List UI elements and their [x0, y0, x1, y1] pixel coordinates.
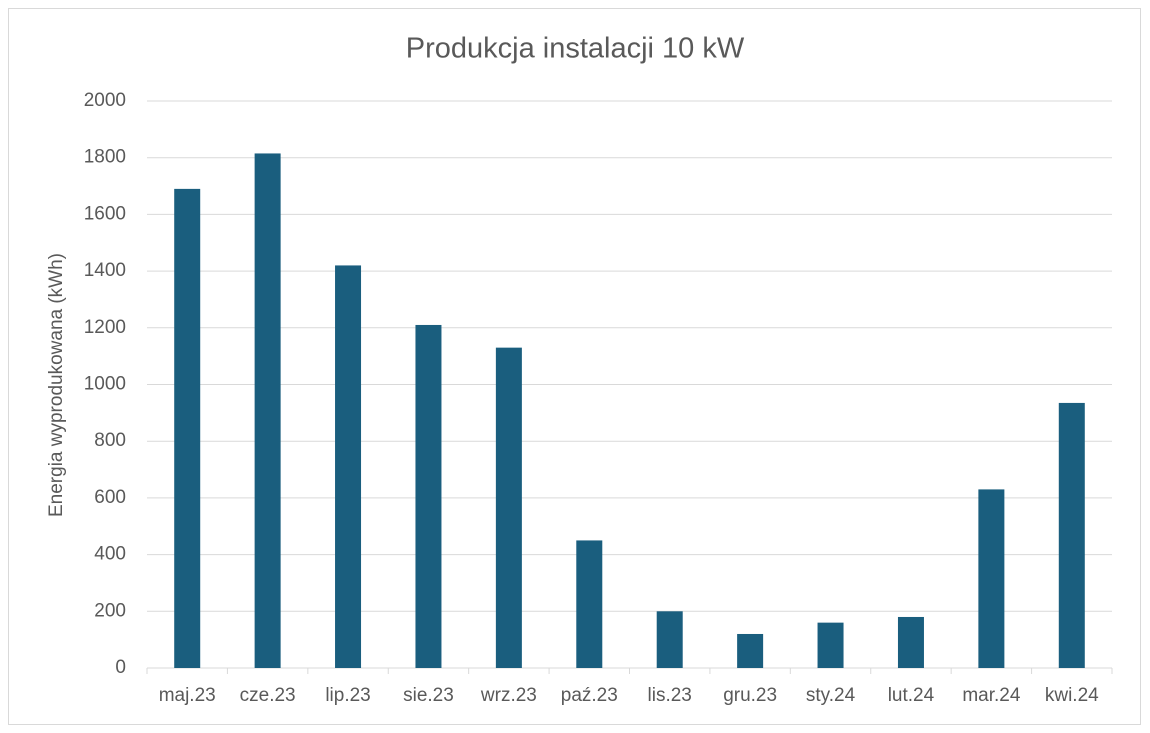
bar: [656, 611, 683, 668]
y-tick-label: 1800: [84, 147, 126, 168]
y-tick-label: 0: [115, 657, 126, 678]
bar: [495, 347, 522, 668]
x-tick-label: mar.24: [962, 685, 1021, 706]
bar: [174, 188, 201, 668]
x-tick-label: cze.23: [240, 685, 296, 706]
x-tick-label: paź.23: [561, 685, 618, 706]
x-tick-label: lip.23: [325, 685, 370, 706]
bar: [335, 265, 362, 668]
bar: [254, 153, 281, 668]
bar: [737, 633, 764, 668]
y-tick-label: 2000: [84, 90, 126, 111]
chart-title: Produkcja instalacji 10 kW: [406, 33, 745, 65]
y-tick-label: 800: [94, 430, 126, 451]
y-tick-label: 600: [94, 487, 126, 508]
y-tick-label: 200: [94, 600, 126, 621]
y-tick-label: 1600: [84, 203, 126, 224]
x-tick-label: lis.23: [648, 685, 692, 706]
x-tick-label: sty.24: [806, 685, 856, 706]
y-tick-label: 400: [94, 544, 126, 565]
x-tick-label: lut.24: [888, 685, 935, 706]
bar: [1058, 402, 1085, 668]
bar: [978, 489, 1005, 668]
bar: [415, 324, 442, 668]
x-tick-label: gru.23: [723, 685, 777, 706]
bar: [576, 540, 603, 668]
x-tick-label: wrz.23: [480, 685, 537, 706]
x-tick-label: maj.23: [159, 685, 216, 706]
x-tick-label: kwi.24: [1045, 685, 1099, 706]
y-axis-title: Energia wyprodukowana (kWh): [46, 253, 67, 517]
bar: [897, 616, 924, 668]
y-tick-label: 1000: [84, 374, 126, 395]
x-tick-label: sie.23: [403, 685, 454, 706]
bar: [817, 622, 844, 668]
y-tick-label: 1200: [84, 317, 126, 338]
y-tick-label: 1400: [84, 260, 126, 281]
